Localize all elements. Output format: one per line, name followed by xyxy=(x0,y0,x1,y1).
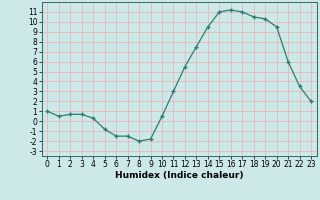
X-axis label: Humidex (Indice chaleur): Humidex (Indice chaleur) xyxy=(115,171,244,180)
